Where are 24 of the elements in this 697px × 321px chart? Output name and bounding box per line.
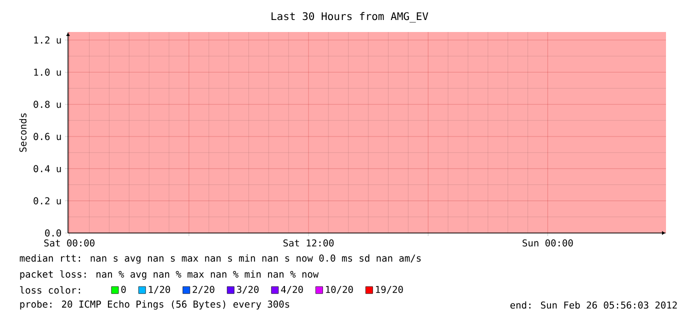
y-tick-label: 0.2 u [34,197,61,204]
legend-label: 3/20 [236,286,259,294]
legend-label: 1/20 [148,286,170,294]
x-tick-label: Sat 12:00 [283,239,334,247]
text: median rtt: nan s avg nan s max nan s min nan s now 0.0 ms sd nan am/s [20,254,421,264]
legend-label: 19/20 [376,286,403,294]
y-tick-label: 0.6 u [34,132,61,140]
x-tick-label: Sun 00:00 [522,239,573,247]
text: end: Sun Feb 26 05:56:03 2012 [510,301,677,309]
y-axis-title: Seconds [19,113,27,152]
y-tick-label: 0.8 u [34,100,61,108]
x-tick-label: Sat 00:00 [44,239,94,247]
text: probe: 20 ICMP Echo Pings (56 Bytes) every 300s [20,300,290,310]
legend-label: 2/20 [192,286,214,294]
legend-label: 10/20 [326,286,353,294]
y-tick-label: 1.2 u [34,36,61,44]
legend-label: 4/20 [281,286,303,294]
text: loss color: [20,286,80,294]
legend-label: 0 [121,286,126,294]
y-tick-label: 0.0 [45,229,62,237]
y-tick-label: 1.0 u [34,68,61,76]
chart-title: Last 30 Hours from AMG_EV [272,12,428,22]
y-tick-label: 0.4 u [34,165,61,172]
text: packet loss: nan % avg nan % max nan % min nan % now [20,270,319,280]
